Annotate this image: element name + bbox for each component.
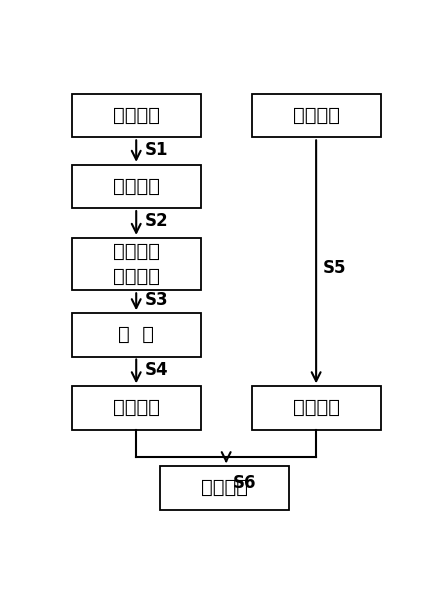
FancyBboxPatch shape [251, 386, 381, 429]
FancyBboxPatch shape [72, 165, 201, 208]
Text: 码  本: 码 本 [118, 326, 154, 345]
FancyBboxPatch shape [160, 466, 289, 509]
FancyBboxPatch shape [72, 238, 201, 291]
Text: 降维后的
局部特征: 降维后的 局部特征 [113, 242, 160, 286]
Text: S6: S6 [233, 474, 257, 492]
Text: 局部特征: 局部特征 [113, 177, 160, 196]
FancyBboxPatch shape [72, 386, 201, 429]
Text: S3: S3 [145, 291, 168, 310]
Text: S2: S2 [145, 212, 168, 230]
Text: 特征表示: 特征表示 [293, 398, 339, 417]
Text: 训练样本: 训练样本 [113, 106, 160, 125]
FancyBboxPatch shape [72, 313, 201, 356]
Text: 特征表示: 特征表示 [113, 398, 160, 417]
Text: S5: S5 [323, 259, 346, 276]
Text: 分类结果: 分类结果 [201, 479, 248, 498]
FancyBboxPatch shape [251, 94, 381, 138]
FancyBboxPatch shape [72, 94, 201, 138]
Text: S4: S4 [145, 361, 168, 380]
Text: S1: S1 [145, 141, 168, 159]
Text: 测试样本: 测试样本 [293, 106, 339, 125]
